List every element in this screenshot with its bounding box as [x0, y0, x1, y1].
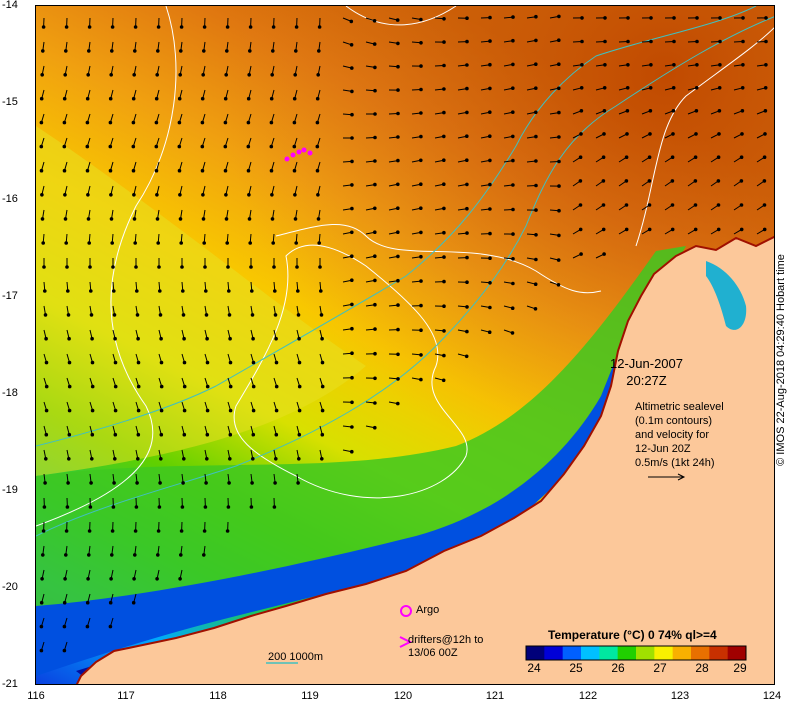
timestamp-date: 12-Jun-2007 — [610, 356, 683, 371]
legend-line: (0.1m contours) — [635, 415, 713, 427]
lon-tick: 120 — [393, 690, 413, 702]
king-sound-inlet — [706, 261, 747, 330]
colorbar-segment — [654, 646, 674, 660]
colorbar-segment — [672, 646, 692, 660]
temperature-colorbar — [525, 645, 747, 661]
sst-map[interactable] — [35, 5, 775, 685]
observation-timestamp: 12-Jun-2007 20:27Z — [610, 355, 683, 389]
colorbar-border — [525, 645, 747, 661]
map-canvas — [36, 6, 774, 684]
legend-line: and velocity for — [635, 429, 709, 441]
lon-tick: 124 — [762, 690, 782, 702]
timestamp-time: 20:27Z — [626, 373, 667, 388]
legend-line: 0.5m/s (1kt 24h) — [635, 457, 715, 469]
sealevel-contour-1 — [36, 6, 177, 527]
copyright-notice: © IMOS 22-Aug-2018 04:29:40 Hobart time — [775, 254, 787, 466]
colorbar-segment — [562, 646, 582, 660]
lat-tick: -17 — [2, 290, 18, 302]
lon-tick: 119 — [301, 690, 319, 702]
colorbar-tick: 28 — [695, 661, 709, 675]
land-mass — [75, 235, 774, 684]
lat-tick: -16 — [2, 193, 18, 205]
argo-label: Argo — [416, 604, 440, 616]
colorbar-segment — [599, 646, 619, 660]
sealevel-contour-5 — [345, 6, 457, 26]
colorbar-tick: 26 — [611, 661, 625, 675]
isobath-1000m — [36, 16, 774, 537]
sealevel-contour-4 — [635, 27, 774, 247]
drifter-label-line: drifters@12h to — [408, 634, 484, 646]
colorbar-segment — [526, 646, 545, 660]
colorbar-tick: 25 — [569, 661, 583, 675]
colorbar-title-bold: Temperature — [548, 628, 620, 642]
isobath-label: 200 1000m — [268, 651, 324, 663]
argo-symbol — [400, 605, 412, 617]
colorbar-segment — [617, 646, 637, 660]
lon-tick: 116 — [27, 690, 45, 702]
lon-tick: 118 — [209, 690, 227, 702]
colorbar-title: Temperature (°C) 0 74% ql>=4 — [548, 628, 717, 642]
drifter-label-line: 13/06 00Z — [408, 647, 458, 659]
lat-tick: -14 — [2, 0, 18, 11]
colorbar-segment — [727, 646, 747, 660]
colorbar-segment — [636, 646, 655, 660]
lat-tick: -18 — [2, 387, 18, 399]
velocity-arrows — [39, 14, 768, 653]
lon-tick: 122 — [578, 690, 598, 702]
yellow-band — [36, 126, 366, 476]
sealevel-contour-2 — [275, 224, 602, 294]
sealevel-contour-3 — [233, 244, 468, 499]
colorbar-tick: 27 — [653, 661, 667, 675]
colorbar-tick: 29 — [733, 661, 747, 675]
colorbar-segment — [544, 646, 564, 660]
lat-tick: -15 — [2, 96, 18, 108]
colorbar-segment — [581, 646, 600, 660]
lat-tick: -19 — [2, 484, 18, 496]
lat-tick: -21 — [2, 678, 18, 690]
lon-tick: 123 — [670, 690, 690, 702]
legend-line: 12-Jun 20Z — [635, 443, 691, 455]
altimetry-legend: Altimetric sealevel (0.1m contours) and … — [635, 400, 724, 470]
drifter-track — [284, 147, 313, 162]
legend-line: Altimetric sealevel — [635, 401, 724, 413]
lon-tick: 117 — [117, 690, 135, 702]
colorbar-title-rest: (°C) 0 74% ql>=4 — [623, 628, 717, 642]
isobath-200m — [36, 6, 757, 447]
colorbar-segment — [691, 646, 710, 660]
colorbar-tick: 24 — [527, 661, 541, 675]
colorbar-segment — [709, 646, 729, 660]
cold-coastal-water — [36, 286, 661, 676]
drifter-label: drifters@12h to 13/06 00Z — [408, 634, 483, 660]
lon-tick: 121 — [485, 690, 505, 702]
drifter-symbol — [399, 636, 413, 648]
green-coastal-band — [36, 246, 686, 626]
lat-tick: -20 — [2, 581, 18, 593]
